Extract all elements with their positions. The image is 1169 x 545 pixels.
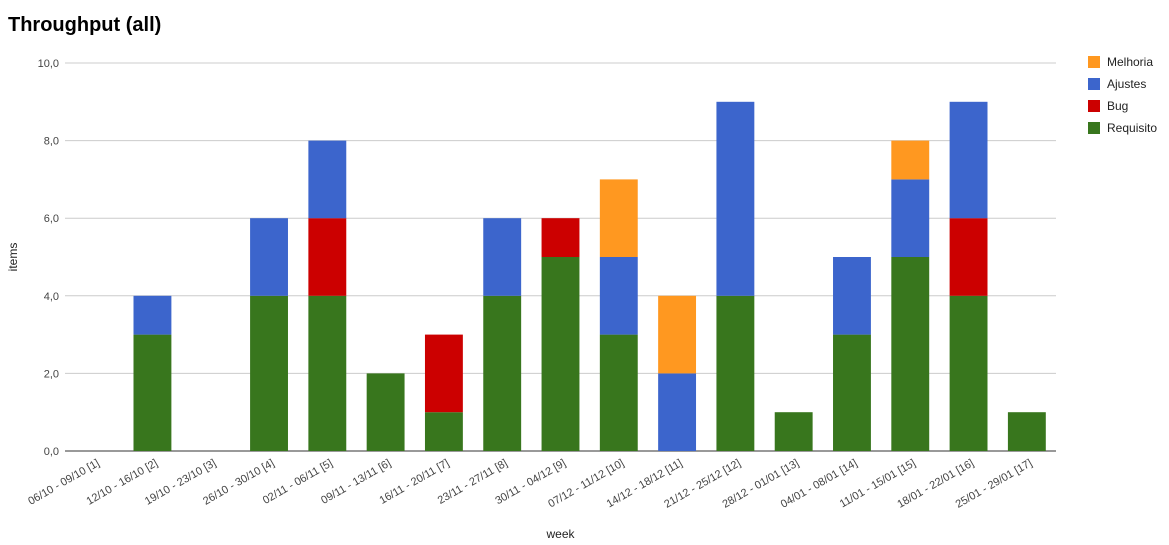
bar-requisito[interactable] xyxy=(949,295,988,451)
bar-ajustes[interactable] xyxy=(658,373,697,451)
bar-ajustes[interactable] xyxy=(599,257,638,335)
y-tick-label: 4,0 xyxy=(44,291,59,303)
bar-requisito[interactable] xyxy=(133,334,172,451)
y-tick-label: 2,0 xyxy=(44,368,59,380)
y-tick-label: 6,0 xyxy=(44,213,59,225)
bar-requisito[interactable] xyxy=(541,257,580,451)
bar-bug[interactable] xyxy=(541,218,580,257)
bar-ajustes[interactable] xyxy=(250,218,288,296)
bar-ajustes[interactable] xyxy=(833,257,871,335)
legend: Melhoria Ajustes Bug Requisito xyxy=(1088,55,1157,135)
bar-ajustes[interactable] xyxy=(949,101,988,219)
y-tick-labels: 0,0 2,0 4,0 6,0 8,0 10,0 xyxy=(38,58,59,458)
bar-requisito[interactable] xyxy=(250,295,288,451)
legend-label-ajustes: Ajustes xyxy=(1107,77,1146,91)
bar-requisito[interactable] xyxy=(1007,412,1046,451)
bar-ajustes[interactable] xyxy=(133,295,172,335)
legend-swatch-requisito xyxy=(1088,122,1100,134)
y-tick-label: 0,0 xyxy=(44,446,59,458)
bar-melhoria[interactable] xyxy=(658,295,697,374)
bar-ajustes[interactable] xyxy=(891,179,930,257)
chart-title: Throughput (all) xyxy=(8,14,162,36)
bar-requisito[interactable] xyxy=(366,373,405,451)
legend-swatch-melhoria xyxy=(1088,56,1100,68)
bar-ajustes[interactable] xyxy=(716,101,755,296)
bar-bug[interactable] xyxy=(949,218,988,296)
y-tick-label: 8,0 xyxy=(44,136,59,148)
legend-label-melhoria: Melhoria xyxy=(1107,55,1153,69)
y-axis-title: items xyxy=(6,243,20,272)
legend-swatch-bug xyxy=(1088,100,1100,112)
bar-bug[interactable] xyxy=(424,334,463,413)
x-axis-title: week xyxy=(545,527,575,541)
bars xyxy=(133,101,1046,451)
bar-bug[interactable] xyxy=(308,218,347,296)
bar-requisito[interactable] xyxy=(424,412,463,451)
legend-label-bug: Bug xyxy=(1107,99,1128,113)
y-tick-label: 10,0 xyxy=(38,58,59,70)
legend-swatch-ajustes xyxy=(1088,78,1100,90)
bar-requisito[interactable] xyxy=(599,334,638,451)
bar-melhoria[interactable] xyxy=(891,140,930,180)
bar-requisito[interactable] xyxy=(833,334,871,451)
bar-requisito[interactable] xyxy=(308,295,347,451)
legend-label-requisito: Requisito xyxy=(1107,121,1157,135)
bar-requisito[interactable] xyxy=(891,257,930,451)
x-tick-labels: 06/10 - 09/10 [1]12/10 - 16/10 [2]19/10 … xyxy=(26,457,1034,511)
bar-requisito[interactable] xyxy=(774,412,813,451)
bar-ajustes[interactable] xyxy=(483,218,522,296)
bar-ajustes[interactable] xyxy=(308,140,347,219)
bar-requisito[interactable] xyxy=(716,295,755,451)
bar-requisito[interactable] xyxy=(483,295,522,451)
bar-melhoria[interactable] xyxy=(599,179,638,257)
